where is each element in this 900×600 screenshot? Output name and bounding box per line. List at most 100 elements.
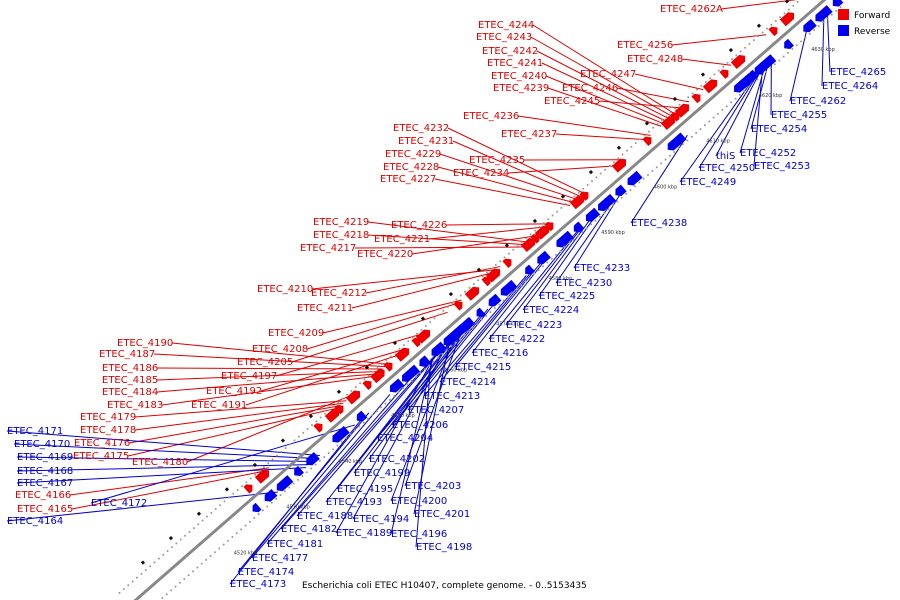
- grid-dot: [340, 440, 343, 443]
- reverse-gene: [815, 5, 833, 22]
- tick-dots: [118, 0, 842, 600]
- grid-dot: [520, 241, 523, 244]
- grid-dot: [607, 208, 610, 211]
- reverse-gene-label: ETEC_4167: [17, 478, 73, 489]
- marker-dash: [504, 243, 510, 248]
- grid-dot: [520, 284, 523, 287]
- grid-dot: [310, 424, 313, 427]
- grid-dot: [656, 122, 659, 125]
- leader-line: [454, 262, 541, 368]
- reverse-gene-label: ETEC_4222: [489, 334, 545, 345]
- reverse-gene-label: ETEC_4214: [440, 377, 496, 388]
- grid-dot: [687, 96, 690, 99]
- grid-dot: [674, 107, 677, 110]
- grid-dot: [384, 402, 387, 405]
- grid-dot: [704, 81, 707, 84]
- grid-dot: [717, 112, 720, 115]
- marker-dash: [644, 121, 650, 126]
- grid-dot: [682, 143, 685, 146]
- grid-dot: [253, 516, 256, 519]
- grid-dot: [454, 341, 457, 344]
- grid-dot: [783, 12, 786, 15]
- grid-dot: [747, 86, 750, 89]
- grid-dot: [668, 154, 671, 157]
- leader-line: [532, 24, 676, 115]
- tick-label: 4570 kbp: [496, 322, 520, 328]
- leader-line: [679, 75, 757, 183]
- legend: Forward Reverse: [838, 9, 891, 37]
- grid-dot: [498, 303, 501, 306]
- forward-gene-label: ETEC_4210: [257, 284, 313, 295]
- reverse-gene-label: ETEC_4249: [680, 177, 736, 188]
- grid-dot: [472, 326, 475, 329]
- grid-dot: [678, 103, 681, 106]
- forward-gene-label: ETEC_4187: [99, 349, 155, 360]
- grid-dot: [490, 267, 493, 270]
- grid-dot: [376, 366, 379, 369]
- grid-dot: [472, 283, 475, 286]
- leader-line: [439, 269, 534, 383]
- leader-line: [71, 470, 266, 510]
- grid-dot: [796, 0, 799, 3]
- leader-line: [13, 443, 317, 459]
- grid-dot: [302, 431, 305, 434]
- grid-dot: [279, 494, 282, 497]
- grid-dot: [830, 13, 833, 16]
- grid-dot: [328, 408, 331, 411]
- forward-gene-label: ETEC_4184: [102, 387, 158, 398]
- grid-dot: [305, 471, 308, 474]
- grid-dot: [257, 513, 260, 516]
- grid-dot: [625, 192, 628, 195]
- forward-gene-label: ETEC_4247: [580, 69, 636, 80]
- grid-dot: [122, 588, 125, 591]
- grid-dot: [380, 363, 383, 366]
- grid-dot: [464, 290, 467, 293]
- genome-backbone: [133, 0, 827, 600]
- reverse-gene: [537, 250, 551, 265]
- grid-dot: [406, 383, 409, 386]
- reverse-gene-label: ETEC_4264: [822, 81, 878, 92]
- grid-dot: [429, 321, 432, 324]
- marker-dash: [616, 145, 622, 150]
- grid-dot: [550, 257, 553, 260]
- grid-dot: [319, 416, 322, 419]
- tick-label: 4550 kbp: [391, 413, 415, 419]
- grid-dot: [690, 135, 693, 138]
- grid-dot: [787, 8, 790, 11]
- leader-line: [547, 87, 662, 127]
- forward-gene: [642, 136, 652, 146]
- leader-line: [153, 353, 386, 368]
- leader-line: [156, 367, 383, 370]
- leader-line: [634, 73, 704, 91]
- genome-caption: Escherichia coli ETEC H10407, complete g…: [302, 581, 587, 591]
- grid-dot: [713, 73, 716, 76]
- grid-dot: [502, 299, 505, 302]
- forward-gene: [611, 158, 627, 173]
- grid-dot: [503, 256, 506, 259]
- grid-dot: [437, 356, 440, 359]
- grid-dot: [293, 439, 296, 442]
- grid-dot: [432, 360, 435, 363]
- marker-dash: [168, 536, 174, 541]
- grid-dot: [314, 463, 317, 466]
- grid-dot: [323, 455, 326, 458]
- grid-dot: [284, 447, 287, 450]
- leader-line: [715, 71, 761, 157]
- marker-dash: [588, 170, 594, 175]
- grid-dot: [594, 219, 597, 222]
- tick-labels: 4520 kbp 4530 kbp 4540 kbp 4550 kbp 4560 kbp…: [234, 47, 835, 556]
- leader-line: [291, 311, 448, 363]
- grid-dot: [590, 180, 593, 183]
- grid-dot: [411, 336, 414, 339]
- reverse-gene-label: ETEC_4213: [424, 391, 480, 402]
- forward-gene: [502, 258, 512, 268]
- grid-dot: [455, 298, 458, 301]
- reverse-gene: [294, 465, 304, 476]
- leader-line: [351, 272, 494, 309]
- grid-dot: [310, 467, 313, 470]
- legend-forward-label: Forward: [854, 11, 890, 21]
- grid-dot: [363, 378, 366, 381]
- grid-dot: [371, 414, 374, 417]
- forward-gene: [383, 362, 393, 372]
- leader-line: [127, 407, 338, 457]
